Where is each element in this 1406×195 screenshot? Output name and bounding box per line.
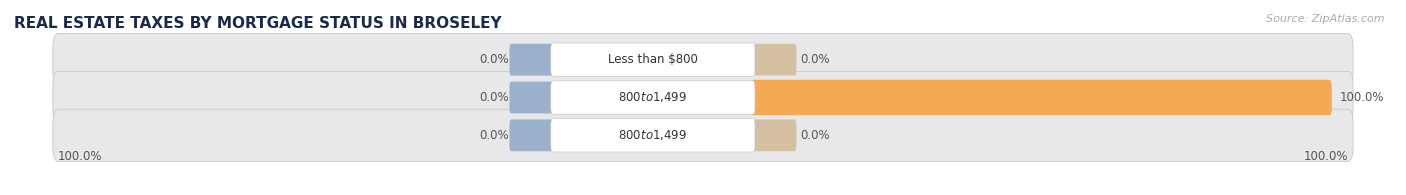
Text: 0.0%: 0.0% (800, 53, 831, 66)
Text: Source: ZipAtlas.com: Source: ZipAtlas.com (1267, 14, 1385, 24)
FancyBboxPatch shape (751, 119, 796, 151)
FancyBboxPatch shape (53, 34, 1353, 86)
FancyBboxPatch shape (509, 119, 554, 151)
FancyBboxPatch shape (551, 119, 755, 152)
FancyBboxPatch shape (509, 44, 554, 76)
Text: Less than $800: Less than $800 (607, 53, 697, 66)
Text: 100.0%: 100.0% (1303, 150, 1348, 163)
FancyBboxPatch shape (751, 44, 796, 76)
FancyBboxPatch shape (509, 82, 554, 113)
FancyBboxPatch shape (751, 80, 1331, 115)
FancyBboxPatch shape (551, 43, 755, 76)
FancyBboxPatch shape (53, 71, 1353, 124)
Text: 0.0%: 0.0% (479, 129, 509, 142)
FancyBboxPatch shape (53, 109, 1353, 161)
Text: 0.0%: 0.0% (800, 129, 831, 142)
Text: 100.0%: 100.0% (1340, 91, 1384, 104)
Text: 100.0%: 100.0% (58, 150, 103, 163)
FancyBboxPatch shape (551, 81, 755, 114)
Text: REAL ESTATE TAXES BY MORTGAGE STATUS IN BROSELEY: REAL ESTATE TAXES BY MORTGAGE STATUS IN … (14, 16, 502, 31)
Text: $800 to $1,499: $800 to $1,499 (619, 90, 688, 105)
Text: 0.0%: 0.0% (479, 53, 509, 66)
Text: 0.0%: 0.0% (479, 91, 509, 104)
Text: $800 to $1,499: $800 to $1,499 (619, 128, 688, 142)
